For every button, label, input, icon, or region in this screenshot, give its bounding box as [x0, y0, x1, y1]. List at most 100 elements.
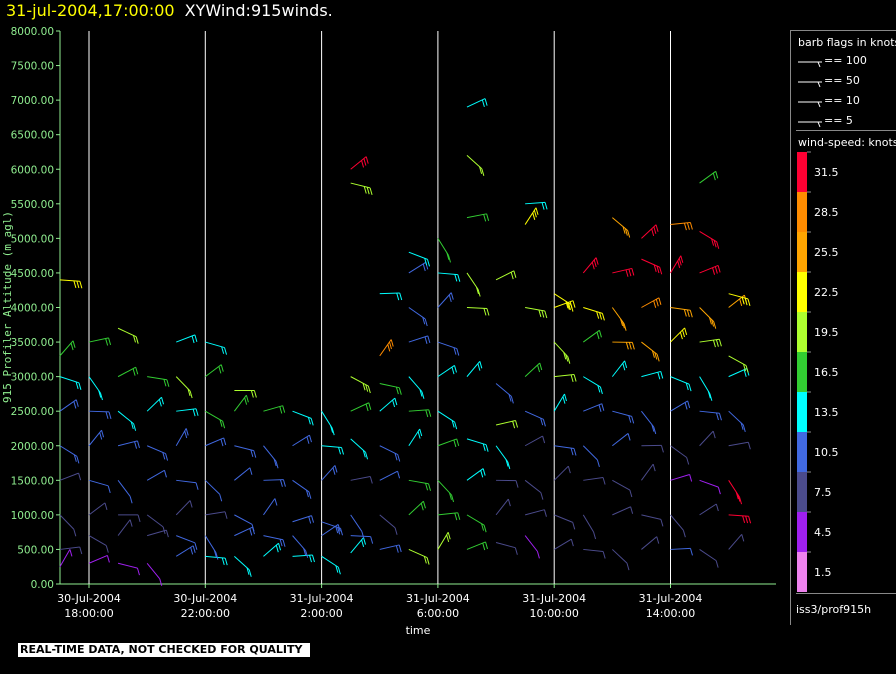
wind-barb	[699, 503, 717, 516]
wind-speed-title: wind-speed: knots	[798, 136, 896, 149]
y-tick-label: 6000.00	[11, 164, 54, 176]
wind-barb	[612, 549, 628, 564]
wind-barb-flag	[715, 503, 719, 512]
wind-barb-flag	[593, 531, 597, 540]
chart-title: XYWind:915winds.	[184, 1, 333, 20]
wind-barb	[88, 554, 108, 564]
wind-barb-flag	[195, 482, 199, 490]
wind-barb	[699, 410, 720, 414]
wind-barb-flag	[99, 432, 103, 440]
wind-barb	[524, 435, 543, 447]
y-tick-label: 1500.00	[11, 475, 54, 487]
wind-barb-flag	[365, 403, 369, 412]
wind-barb	[437, 272, 458, 276]
chart-header: 31-jul-2004,17:00:00 XYWind:915winds.	[6, 2, 333, 20]
wind-barb-flag	[451, 420, 455, 428]
wind-barb-flag	[596, 459, 600, 468]
wind-barb	[553, 293, 572, 305]
legend-flag-mark	[817, 61, 821, 68]
wind-barb-flag	[537, 364, 541, 373]
wind-barb-flag	[223, 437, 227, 446]
wind-barb-flag	[427, 259, 430, 267]
wind-barb-flag	[539, 362, 543, 371]
wind-barb-flag	[741, 534, 745, 542]
x-axis-label: time	[406, 624, 431, 637]
wind-barb	[466, 272, 479, 290]
wind-barb-flag	[224, 347, 228, 355]
wind-barb-flag	[311, 554, 315, 563]
y-tick-label: 6500.00	[11, 130, 54, 142]
wind-barb-flag	[392, 399, 396, 408]
y-tick-label: 500.00	[17, 544, 54, 556]
wind-barb-flag	[421, 391, 425, 399]
wind-barb-flag	[395, 545, 399, 553]
wind-barb-flag	[507, 498, 511, 507]
wind-barb	[437, 438, 457, 447]
wind-barb-flag	[422, 317, 426, 325]
wind-barb-flag	[542, 435, 546, 444]
wind-barb-flag	[655, 299, 659, 307]
wind-barb-flag	[185, 428, 189, 436]
wind-barb-flag	[566, 302, 570, 310]
wind-barb-flag	[740, 422, 744, 430]
wind-barb-flag	[282, 539, 286, 547]
wind-barb-flag	[397, 471, 401, 479]
y-tick-label: 7000.00	[11, 95, 54, 107]
y-tick-label: 8000.00	[11, 26, 54, 38]
wind-barb-flag	[684, 327, 688, 336]
wind-barb-flag	[684, 402, 688, 410]
wind-barb-flag	[655, 224, 659, 232]
wind-barb-flag	[602, 477, 606, 485]
wind-barb-flag	[105, 545, 109, 553]
x-tick-date: 31-Jul-2004	[290, 592, 354, 605]
wind-barb-flag	[341, 447, 345, 455]
wind-barb-flag	[631, 342, 635, 350]
wind-barb-flag	[184, 430, 188, 439]
wind-barb-flag	[515, 480, 519, 488]
wind-barb	[641, 536, 658, 550]
wind-barb-flag	[739, 496, 743, 505]
wind-barb-flag	[628, 268, 632, 277]
wind-barb	[583, 477, 604, 481]
wind-barb-flag	[627, 230, 631, 238]
wind-barb-flag	[394, 453, 398, 461]
wind-barb-flag	[596, 311, 600, 319]
wind-barb-flag	[192, 545, 196, 553]
wind-barb	[263, 479, 284, 481]
wind-barb	[379, 383, 400, 389]
wind-barb-flag	[621, 321, 625, 329]
wind-barb-flag	[366, 187, 370, 195]
wind-barb-flag	[540, 492, 544, 500]
wind-barb	[553, 341, 569, 358]
wind-barb-flag	[282, 479, 286, 487]
legend-flag-label: == 5	[824, 114, 853, 127]
wind-barb	[495, 383, 512, 397]
wind-barb-flag	[453, 439, 457, 448]
wind-barb-flag	[688, 383, 692, 392]
wind-barb	[612, 217, 628, 231]
wind-barb-flag	[245, 395, 249, 403]
wind-barb-flag	[76, 280, 80, 289]
wind-barb	[437, 410, 455, 423]
wind-barb-flag	[423, 556, 427, 564]
wind-barb-flag	[253, 390, 257, 398]
wind-barb	[146, 562, 161, 580]
wind-barb-flag	[422, 263, 426, 272]
wind-barb-flag	[745, 365, 749, 373]
wind-barb-flag	[387, 344, 391, 352]
wind-barb	[495, 542, 516, 549]
wind-barb-flag	[484, 98, 488, 106]
wind-barb	[641, 514, 662, 520]
wind-barb-flag	[482, 542, 486, 551]
x-tick-time: 2:00:00	[300, 607, 342, 620]
wind-barb-flag	[159, 578, 163, 586]
wind-barb-flag	[213, 549, 217, 558]
wind-barb-flag	[716, 241, 720, 249]
wind-barb	[699, 479, 719, 488]
wind-barb-flag	[76, 456, 80, 464]
wind-barb-flag	[251, 524, 255, 532]
wind-barb-flag	[424, 258, 428, 266]
legend-flag-label: == 10	[824, 94, 860, 107]
wind-barb-flag	[653, 426, 657, 435]
